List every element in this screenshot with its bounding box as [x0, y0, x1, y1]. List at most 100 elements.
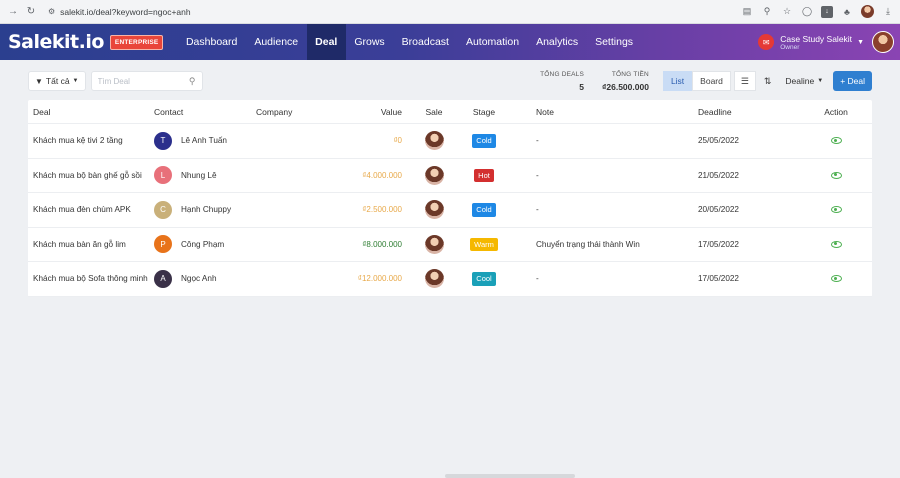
view-eye-icon[interactable] — [830, 171, 842, 179]
contact-cell[interactable]: A Ngọc Anh — [154, 269, 256, 288]
sale-avatar[interactable] — [424, 131, 444, 151]
stage-cell: Hot — [466, 168, 502, 182]
deal-name[interactable]: Khách mua đèn chùm APK — [33, 205, 131, 215]
list-view-button[interactable]: List — [662, 71, 693, 91]
url-text[interactable]: salekit.io/deal?keyword=ngoc+anh — [60, 6, 191, 17]
extensions-icon[interactable]: ♣ — [844, 6, 850, 17]
board-view-button[interactable]: Board — [692, 71, 731, 91]
search-icon[interactable]: ⚲ — [188, 75, 196, 86]
deal-table: Deal Contact Company Value Sale Stage No… — [28, 100, 872, 297]
address-bar[interactable]: ⚙ salekit.io/deal?keyword=ngoc+anh — [48, 7, 191, 17]
menu-automation[interactable]: Automation — [465, 36, 520, 48]
app-logo[interactable]: Salekit.io — [8, 31, 104, 53]
contact-name[interactable]: Ngọc Anh — [181, 274, 217, 284]
value-cell: ₫4.000.000 — [356, 171, 402, 180]
contact-name[interactable]: Công Phạm — [181, 239, 225, 249]
note-cell: - — [536, 136, 539, 146]
sale-avatar[interactable] — [424, 269, 444, 289]
note-cell: - — [536, 205, 539, 215]
filter-dropdown[interactable]: ▼ Tất cả ▼ — [28, 71, 86, 91]
reload-icon[interactable]: ↻ — [26, 6, 36, 17]
view-eye-icon[interactable] — [830, 137, 842, 145]
table-row[interactable]: Khách mua bàn ăn gỗ lim P Công Phạm ₫8.000.… — [28, 228, 872, 262]
deal-stats: TỔNG DEALS 5 TỔNG TIỀN ₫26.500.000 — [522, 71, 649, 92]
sale-avatar[interactable] — [424, 165, 444, 185]
deal-name[interactable]: Khách mua bộ bàn ghế gỗ sồi — [33, 170, 142, 180]
total-deals-value: 5 — [579, 81, 585, 92]
table-row[interactable]: Khách mua bộ bàn ghế gỗ sồi L Nhung Lê ₫4.0… — [28, 159, 872, 193]
user-avatar[interactable] — [872, 31, 894, 53]
contact-name[interactable]: Hạnh Chuppy — [181, 205, 232, 215]
translate-icon[interactable]: ▤ — [742, 6, 752, 16]
sale-avatar[interactable] — [424, 234, 444, 254]
contact-avatar: P — [154, 235, 172, 254]
menu-grows[interactable]: Grows — [354, 36, 385, 48]
sort-dropdown[interactable]: ⇅ Dealine ▼ — [760, 71, 827, 91]
view-eye-icon[interactable] — [830, 206, 842, 214]
view-eye-icon[interactable] — [830, 275, 842, 283]
table-row[interactable]: Khách mua bộ Sofa thông minh A Ngọc Anh ₫12… — [28, 262, 872, 297]
menu-broadcast[interactable]: Broadcast — [401, 36, 449, 48]
profile-avatar[interactable] — [861, 5, 874, 18]
back-icon[interactable]: → — [8, 6, 18, 17]
deal-name[interactable]: Khách mua kệ tivi 2 tầng — [33, 136, 123, 146]
table-row[interactable]: Khách mua kệ tivi 2 tầng T Lê Anh Tuấn ₫0 Co… — [28, 124, 872, 159]
menu-dashboard[interactable]: Dashboard — [185, 36, 238, 48]
header-contact[interactable]: Contact — [154, 106, 184, 117]
action-cell — [806, 275, 866, 283]
sort-icon: ⇅ — [763, 75, 772, 86]
download-extension-icon[interactable]: ↓ — [821, 5, 833, 18]
shield-icon[interactable]: ◯ — [801, 6, 813, 16]
bookmark-star-icon[interactable]: ☆ — [782, 6, 792, 16]
zoom-icon[interactable]: ⚲ — [763, 6, 771, 16]
contact-cell[interactable]: P Công Phạm — [154, 235, 256, 254]
add-deal-button[interactable]: + Deal — [833, 71, 872, 91]
header-value[interactable]: Value — [380, 106, 402, 117]
menu-deal[interactable]: Deal — [306, 24, 346, 60]
note-cell: - — [536, 274, 539, 284]
search-input[interactable] — [97, 76, 184, 86]
view-eye-icon[interactable] — [830, 240, 842, 248]
header-company[interactable]: Company — [256, 106, 293, 117]
mail-icon[interactable]: ✉ — [758, 34, 775, 50]
horizontal-scrollbar[interactable] — [445, 474, 575, 478]
user-role: Owner — [780, 43, 800, 51]
deal-name[interactable]: Khách mua bàn ăn gỗ lim — [33, 239, 126, 249]
header-sale[interactable]: Sale — [425, 106, 443, 117]
browser-toolbar: → ↻ ⚙ salekit.io/deal?keyword=ngoc+anh ▤… — [0, 0, 900, 24]
stage-badge[interactable]: Cool — [472, 272, 496, 286]
deadline-cell: 17/05/2022 — [698, 274, 739, 284]
contact-cell[interactable]: T Lê Anh Tuấn — [154, 131, 256, 150]
value-cell: ₫2.500.000 — [356, 205, 402, 214]
menu-analytics[interactable]: Analytics — [536, 36, 579, 48]
header-deal[interactable]: Deal — [33, 106, 51, 117]
stage-badge[interactable]: Hot — [474, 168, 494, 182]
deal-value: ₫4.000.000 — [362, 170, 402, 180]
header-deadline[interactable]: Deadline — [698, 106, 732, 117]
contact-avatar: L — [154, 166, 172, 185]
user-menu[interactable]: ✉ Case Study Salekit Owner ▼ — [758, 31, 894, 53]
contact-name[interactable]: Lê Anh Tuấn — [181, 136, 227, 146]
contact-cell[interactable]: L Nhung Lê — [154, 166, 256, 185]
stage-badge[interactable]: Warm — [470, 237, 498, 251]
sale-avatar[interactable] — [424, 200, 444, 220]
sale-cell — [402, 131, 466, 151]
menu-settings[interactable]: Settings — [595, 36, 634, 48]
deal-name[interactable]: Khách mua bộ Sofa thông minh — [33, 274, 148, 284]
header-stage[interactable]: Stage — [472, 106, 496, 117]
contact-cell[interactable]: C Hạnh Chuppy — [154, 200, 256, 219]
header-note[interactable]: Note — [536, 106, 554, 117]
contact-name[interactable]: Nhung Lê — [181, 170, 217, 180]
table-row[interactable]: Khách mua đèn chùm APK C Hạnh Chuppy ₫2.500… — [28, 193, 872, 228]
downloads-icon[interactable]: ⤓ — [886, 6, 890, 16]
site-info-icon[interactable]: ⚙ — [48, 7, 56, 16]
stage-badge[interactable]: Cold — [472, 203, 496, 217]
menu-lines-icon[interactable]: ☰ — [733, 71, 756, 91]
user-name: Case Study Salekit — [780, 33, 853, 44]
stage-badge[interactable]: Cold — [472, 134, 496, 148]
deal-value: ₫8.000.000 — [362, 239, 402, 249]
menu-audience[interactable]: Audience — [254, 36, 299, 48]
action-cell — [806, 137, 866, 145]
total-deals-stat: TỔNG DEALS 5 — [540, 71, 584, 92]
chevron-down-icon[interactable]: ▼ — [857, 38, 864, 46]
